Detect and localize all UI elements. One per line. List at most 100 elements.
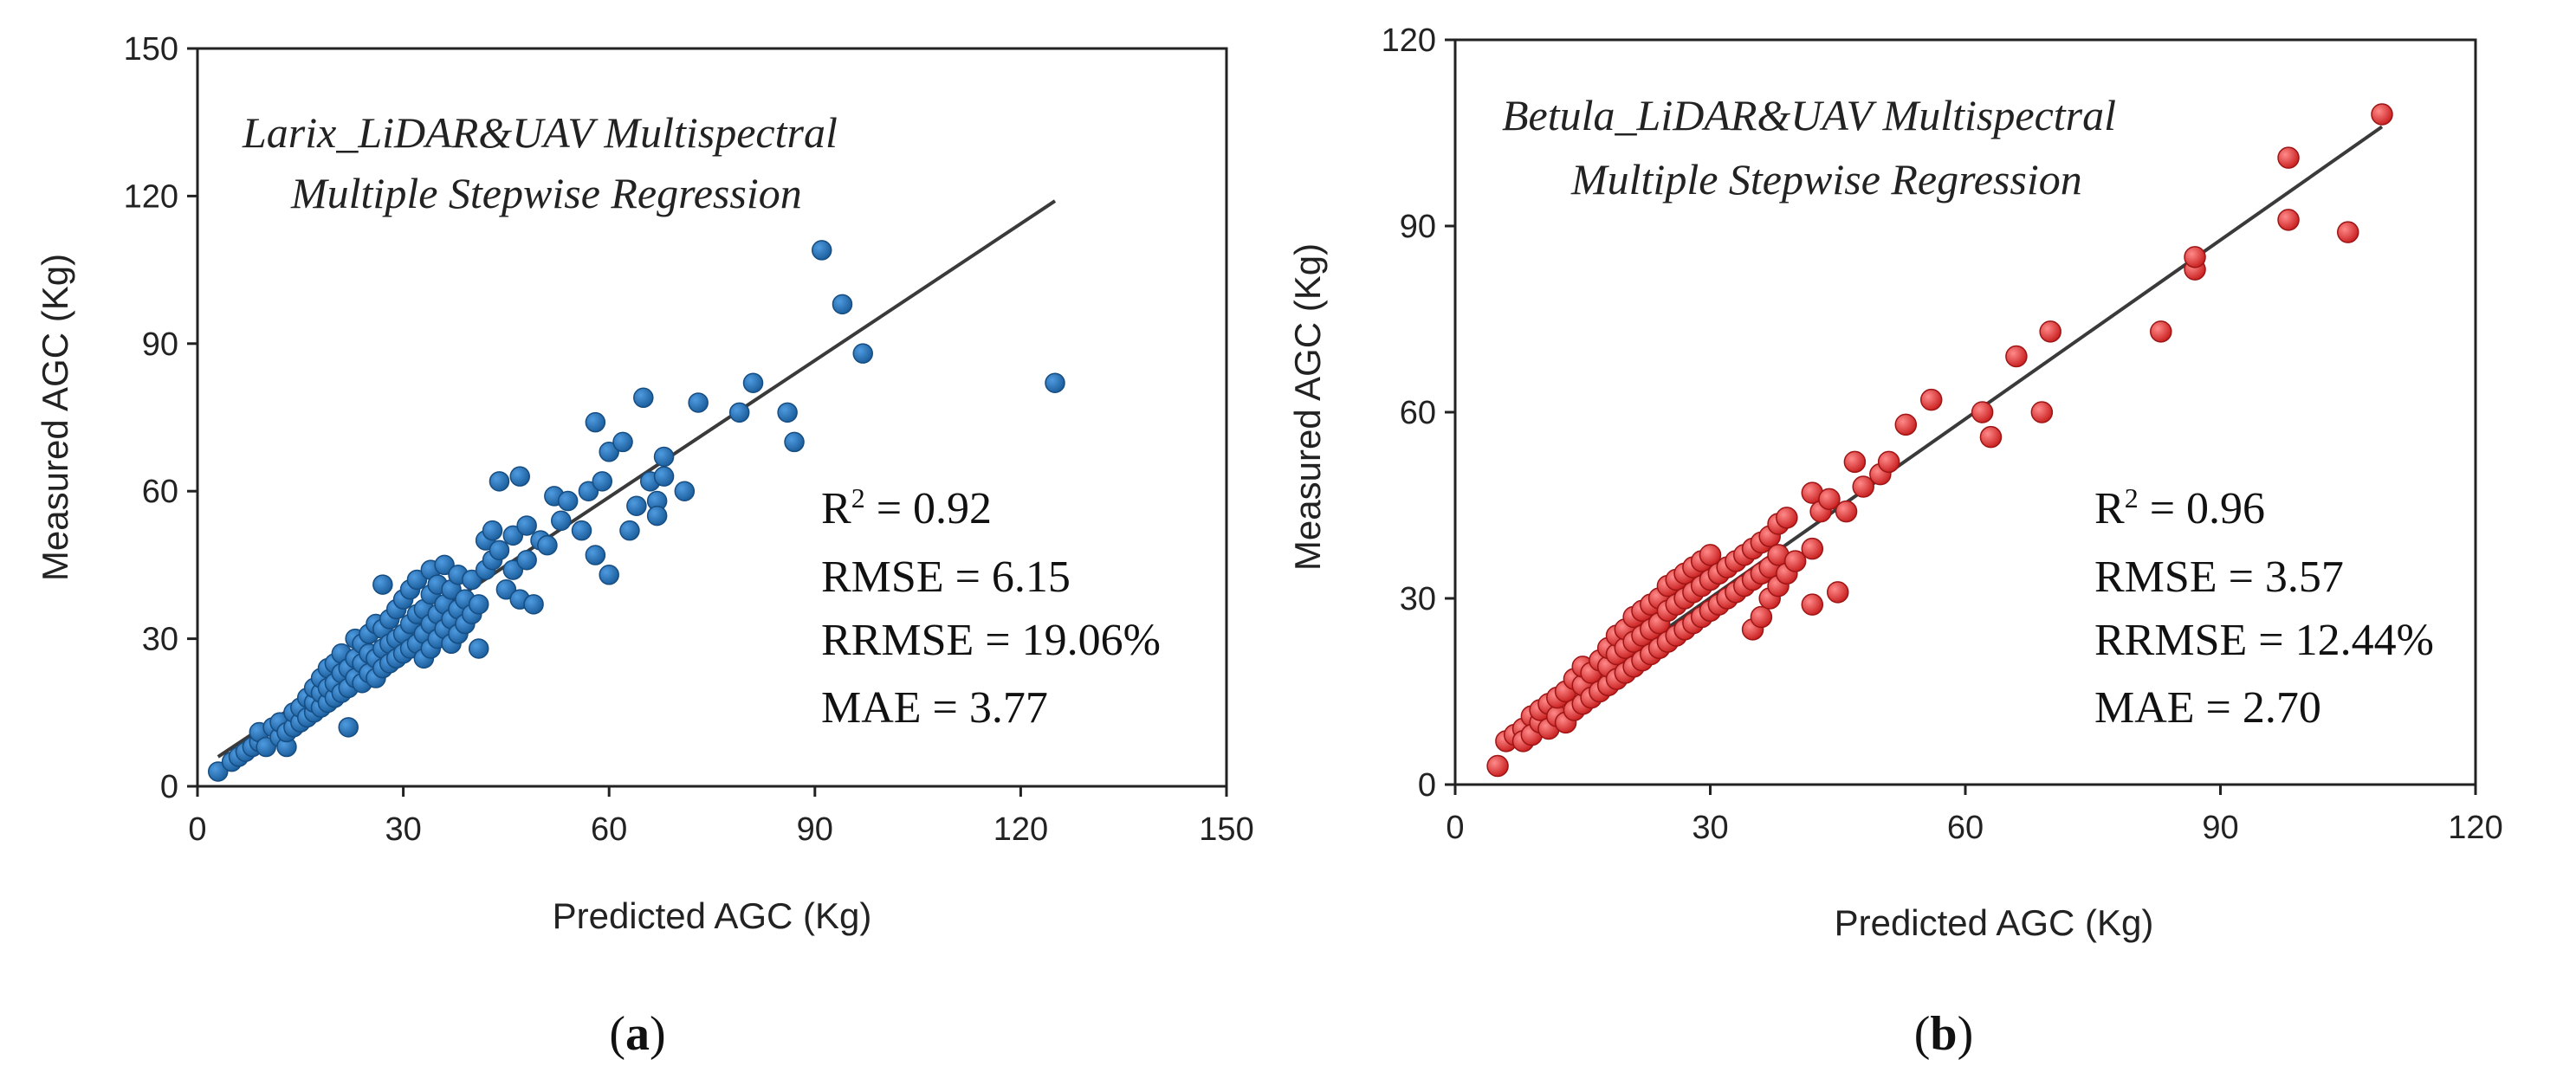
data-point (516, 549, 537, 571)
data-point (1045, 372, 1065, 393)
data-point (1979, 425, 2003, 449)
data-point (256, 736, 276, 758)
data-point (516, 515, 537, 536)
data-point (619, 520, 640, 541)
y-tick-label: 0 (160, 769, 178, 805)
data-point (495, 579, 517, 600)
data-point (1894, 413, 1918, 436)
data-point (489, 471, 510, 492)
data-point (852, 343, 873, 364)
data-point (578, 481, 599, 501)
data-point (1827, 581, 1849, 604)
data-point (2005, 345, 2028, 368)
panel-label-a: (a) (609, 1007, 665, 1061)
data-point (551, 510, 572, 532)
stat-rrmse: RRMSE = 19.06% (821, 616, 1161, 665)
data-point (1919, 388, 1943, 411)
x-tick-label: 90 (797, 811, 833, 848)
data-point (653, 446, 675, 468)
chart-panel-b: 0 30 60 90 120 0 30 60 90 120 Betula_LiDAR&UAV M… (1287, 23, 2503, 1061)
stat-rmse: RMSE = 3.57 (2094, 552, 2344, 602)
data-point (557, 490, 579, 512)
stat-mae: MAE = 3.77 (821, 683, 1048, 733)
data-point (599, 442, 619, 462)
data-point (1852, 475, 1874, 498)
data-point (2277, 146, 2300, 169)
data-point (592, 471, 613, 492)
y-tick-label: 30 (1400, 581, 1436, 617)
x-tick-label: 120 (994, 811, 1048, 848)
data-point (2150, 320, 2172, 343)
data-point (1835, 500, 1858, 523)
data-point (2371, 103, 2393, 126)
x-tick-label: 90 (2202, 810, 2238, 846)
chart-title-line-2: Multiple Stepwise Regression (1570, 155, 2082, 204)
data-point (646, 505, 668, 527)
data-point (1818, 488, 1841, 511)
data-point (2184, 246, 2206, 268)
chart-panel-a: 0 30 60 90 120 150 0 30 60 90 120 150 Larix_LiDAR&… (35, 31, 1254, 1061)
data-point (674, 481, 696, 501)
data-point (502, 559, 524, 580)
data-point (1877, 450, 1900, 474)
data-point (338, 717, 359, 738)
y-axis-label: Measured AGC (Kg) (1287, 243, 1328, 571)
data-point (372, 574, 393, 595)
y-tick-label: 120 (1382, 23, 1436, 59)
data-point (688, 392, 709, 413)
data-point (571, 520, 592, 541)
data-point (1971, 401, 1994, 423)
data-point (1699, 544, 1722, 566)
data-point (585, 545, 606, 565)
panel-label-b: (b) (1914, 1007, 1973, 1061)
stat-mae: MAE = 2.70 (2094, 683, 2321, 733)
data-point (434, 554, 455, 576)
data-point (585, 411, 606, 433)
data-point (468, 594, 489, 615)
data-point (509, 466, 530, 487)
data-points (208, 240, 1065, 782)
data-point (653, 466, 675, 487)
chart-title-line-1: Betula_LiDAR&UAV Multispectral (1502, 91, 2116, 139)
data-point (1750, 605, 1773, 629)
x-tick-label: 30 (1692, 810, 1728, 846)
data-point (599, 565, 619, 585)
x-tick-label: 0 (188, 811, 206, 848)
y-tick-label: 60 (1400, 395, 1436, 431)
data-point (2337, 221, 2359, 243)
x-tick-label: 120 (2448, 810, 2502, 846)
data-point (208, 761, 229, 782)
x-axis-label: Predicted AGC (Kg) (1835, 902, 2154, 943)
data-point (777, 402, 798, 423)
data-point (633, 387, 654, 409)
data-point (406, 569, 428, 591)
data-point (1801, 593, 1824, 616)
stat-r2: R2 = 0.92 (821, 482, 992, 533)
y-tick-label: 150 (124, 31, 178, 68)
data-point (537, 534, 558, 556)
stat-rmse: RMSE = 6.15 (821, 552, 1071, 602)
data-point (1843, 450, 1867, 474)
data-point (784, 431, 805, 453)
y-tick-label: 120 (124, 178, 178, 215)
x-tick-group: 0 30 60 90 120 (1446, 785, 2503, 846)
data-point (2277, 209, 2300, 231)
data-point (742, 372, 764, 393)
stat-rrmse: RRMSE = 12.44% (2094, 616, 2434, 665)
data-point (462, 569, 482, 591)
x-axis-label: Predicted AGC (Kg) (553, 895, 872, 936)
x-tick-label: 30 (385, 811, 421, 848)
data-point (1486, 754, 1509, 778)
data-point (502, 525, 524, 546)
stat-r2: R2 = 0.96 (2094, 482, 2265, 533)
y-tick-group: 0 30 60 90 120 150 (124, 31, 197, 805)
y-tick-label: 90 (142, 326, 178, 363)
data-point (811, 240, 832, 261)
chart-title-line-2: Multiple Stepwise Regression (290, 169, 802, 217)
chart-title-line-1: Larix_LiDAR&UAV Multispectral (242, 108, 838, 157)
data-point (832, 294, 853, 315)
data-point (468, 638, 489, 659)
data-point (2039, 320, 2061, 343)
y-tick-label: 90 (1400, 209, 1436, 245)
x-tick-label: 150 (1199, 811, 1253, 848)
